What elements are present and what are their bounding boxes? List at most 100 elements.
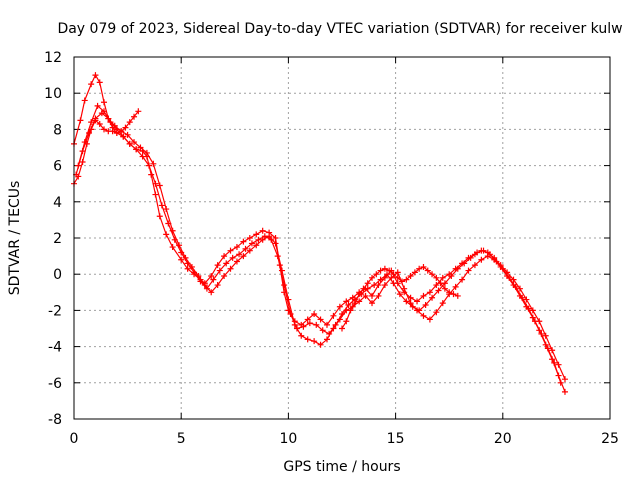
data-point — [88, 81, 95, 88]
data-point — [298, 332, 305, 339]
data-point — [512, 283, 519, 290]
data-point — [555, 361, 562, 368]
data-point — [107, 119, 114, 126]
data-point — [437, 280, 444, 287]
data-point — [227, 247, 234, 254]
data-point — [246, 247, 253, 254]
data-point — [272, 235, 279, 241]
data-point — [459, 276, 466, 283]
data-point — [390, 271, 397, 278]
data-point — [163, 206, 170, 213]
data-point — [124, 131, 131, 138]
data-point — [216, 267, 223, 274]
data-point — [227, 265, 234, 272]
data-point — [208, 273, 215, 280]
data-point — [360, 285, 367, 292]
y-tick-label: -2 — [48, 303, 62, 319]
data-point — [416, 265, 423, 272]
data-point — [411, 269, 418, 276]
data-point — [242, 245, 249, 252]
data-point — [208, 289, 215, 296]
data-point — [471, 262, 478, 269]
data-point — [499, 265, 506, 272]
data-point — [516, 285, 523, 292]
data-point — [409, 303, 416, 310]
data-point — [221, 253, 228, 260]
data-point — [381, 282, 388, 289]
data-point — [96, 79, 103, 86]
y-tick-label: 0 — [53, 267, 62, 283]
series-track-5 — [341, 266, 459, 329]
data-point — [101, 99, 108, 106]
data-point — [343, 298, 350, 305]
data-point — [478, 256, 485, 263]
y-tick-label: 2 — [53, 231, 62, 247]
x-tick-label: 15 — [387, 431, 405, 447]
data-point — [429, 271, 436, 278]
data-point — [433, 309, 440, 316]
data-point — [92, 117, 99, 124]
data-point — [347, 307, 354, 314]
data-point — [131, 113, 138, 120]
data-point — [323, 336, 330, 343]
data-point — [433, 282, 440, 289]
series-track-1 — [73, 74, 566, 380]
data-point — [274, 253, 281, 260]
y-tick-label: -8 — [48, 412, 62, 428]
data-point — [229, 254, 236, 261]
data-point — [88, 119, 95, 126]
data-point — [371, 282, 378, 289]
data-point — [369, 274, 376, 281]
data-point — [137, 144, 144, 151]
x-tick-label: 25 — [601, 431, 619, 447]
x-axis-label: GPS time / hours — [283, 459, 400, 475]
chart-title: Day 079 of 2023, Sidereal Day-to-day VTE… — [57, 21, 622, 37]
data-point — [384, 271, 391, 278]
data-point — [377, 267, 384, 274]
data-point — [377, 276, 384, 283]
x-tick-label: 20 — [494, 431, 512, 447]
data-point — [319, 327, 326, 334]
data-point — [287, 311, 294, 318]
data-point — [396, 291, 403, 298]
data-point — [446, 289, 453, 296]
data-point — [113, 130, 120, 137]
data-point — [248, 240, 255, 247]
data-point — [399, 278, 406, 285]
data-point — [467, 254, 474, 261]
data-point — [375, 292, 382, 299]
data-point — [120, 133, 127, 140]
y-tick-label: 6 — [53, 159, 62, 175]
data-point — [426, 316, 433, 323]
data-point — [332, 321, 339, 328]
data-point — [525, 305, 532, 312]
data-point — [326, 330, 333, 337]
data-point — [549, 347, 556, 354]
tick-labels: 0 5 10 15 20 25 -8 -6 -4 -2 0 2 4 6 8 10 12 — [44, 50, 619, 447]
data-point — [240, 253, 247, 260]
data-point — [356, 298, 363, 305]
data-point — [253, 242, 260, 249]
data-point — [441, 285, 448, 292]
data-point — [236, 251, 243, 258]
markers-track-2 — [73, 110, 568, 395]
data-point — [465, 267, 472, 274]
data-point — [139, 153, 146, 160]
data-point — [184, 265, 191, 272]
data-point — [529, 307, 536, 314]
data-point — [486, 251, 493, 258]
markers-track-5 — [339, 263, 461, 332]
data-point — [339, 311, 345, 318]
data-point — [542, 332, 549, 339]
data-point — [240, 238, 247, 245]
data-point — [336, 303, 343, 310]
grid-lines — [74, 57, 610, 419]
y-axis-label: SDTVAR / TECUs — [7, 181, 23, 296]
data-point — [135, 108, 142, 115]
data-point — [339, 325, 345, 332]
series-track-4 — [73, 110, 139, 185]
data-point — [531, 318, 538, 325]
series-track-3 — [77, 105, 562, 383]
data-point — [214, 262, 221, 269]
